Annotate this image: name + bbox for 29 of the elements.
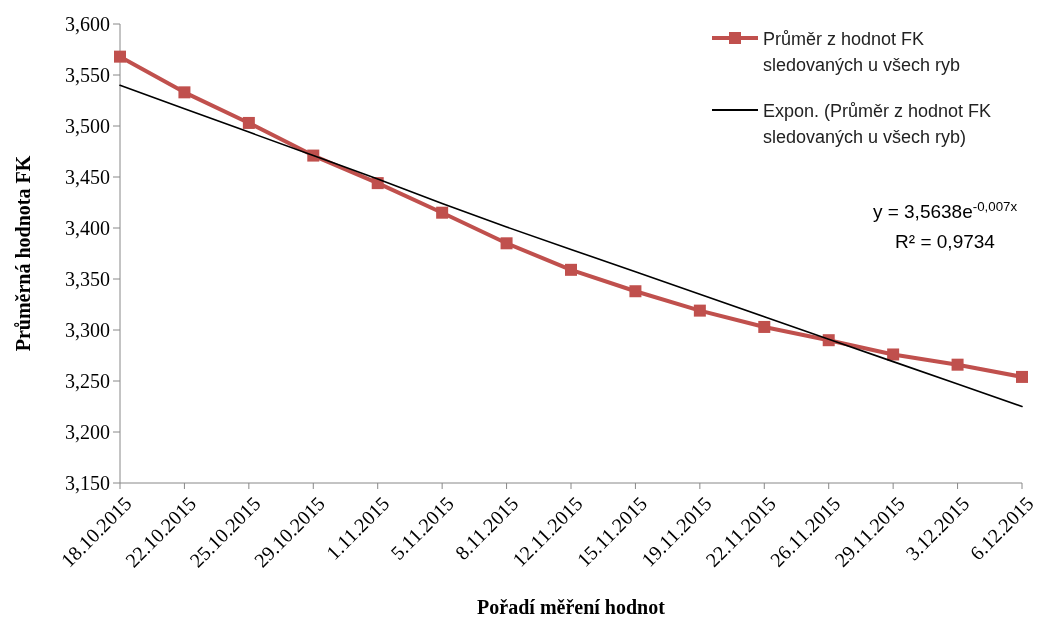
point	[887, 348, 900, 361]
y-tick-label: 3,600	[65, 13, 110, 35]
point	[1016, 370, 1028, 383]
point	[629, 285, 642, 298]
point	[178, 86, 191, 99]
legend-label: Průměr z hodnot FK sledovaných u všech ryb	[763, 29, 961, 75]
point	[951, 358, 964, 371]
y-tick-label: 3,200	[65, 421, 110, 443]
point	[693, 304, 706, 317]
point	[500, 237, 513, 250]
annotation: R² = 0,9734	[895, 231, 996, 252]
point	[436, 206, 449, 219]
y-tick-label: 3,450	[65, 166, 110, 188]
point	[565, 263, 577, 276]
y-tick-label: 3,250	[65, 370, 110, 392]
y-axis-title: Průměrná hodnota FK	[12, 155, 34, 352]
y-tick-label: 3,550	[65, 64, 110, 86]
point	[114, 50, 126, 63]
point	[758, 320, 771, 333]
y-tick-label: 3,500	[65, 115, 110, 137]
line-series	[119, 84, 1023, 408]
x-axis-title: Pořadí měření hodnot	[477, 596, 666, 618]
legend-label: Expon. (Průměr z hodnot FK sledovaných u všech ryb)	[763, 101, 992, 147]
y-tick-label: 3,300	[65, 319, 110, 341]
point	[242, 116, 255, 129]
y-tick-label: 3,150	[65, 472, 110, 494]
y-tick-label: 3,350	[65, 268, 110, 290]
y-tick-label: 3,400	[65, 217, 110, 239]
annotation: y = 3,5638e$^{-0,007x}$	[872, 198, 1018, 222]
